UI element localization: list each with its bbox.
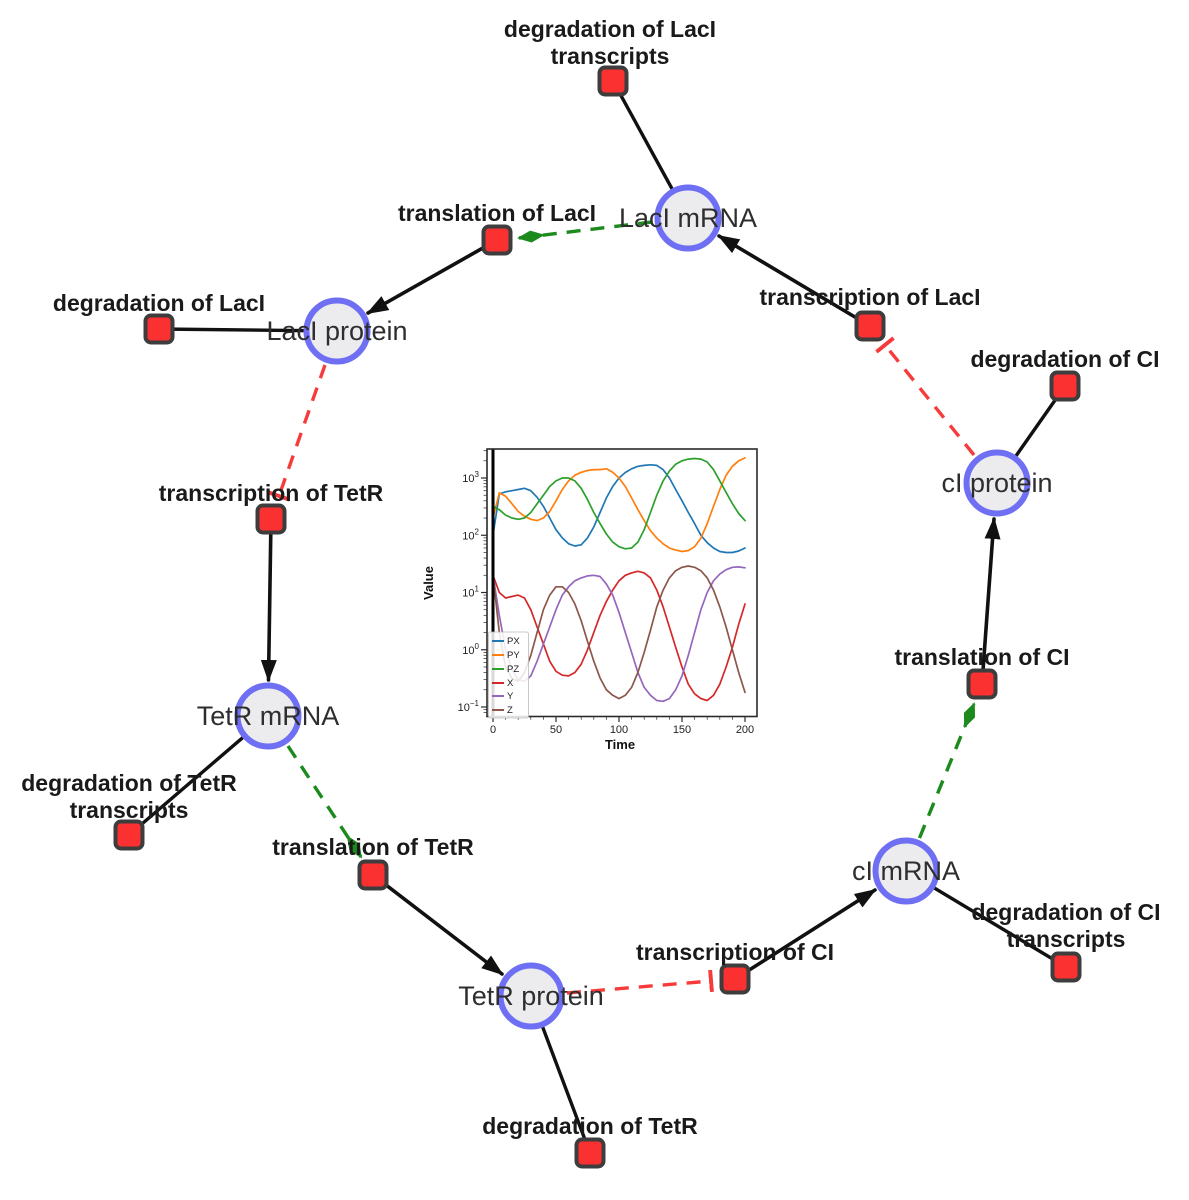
species-label-tetr-protein: TetR protein (458, 981, 604, 1011)
species-laci-protein[interactable] (303, 297, 371, 365)
x-tick-label-1: 50 (550, 724, 562, 736)
x-tick-label-4: 200 (736, 724, 754, 736)
edge-transcription-of-tetr-to-tetr-mrna (260, 517, 277, 682)
reaction-label-degradation-of-tetr-transcripts-line2: transcripts (70, 797, 189, 823)
legend-label-px: PX (507, 636, 520, 647)
species-tetr-mrna[interactable] (234, 682, 302, 750)
reaction-degradation-of-ci-transcripts[interactable] (1050, 951, 1082, 983)
edge-transcription-of-laci-to-laci-mrna (717, 234, 872, 328)
reaction-label-degradation-of-tetr-transcripts-line1: degradation of TetR (21, 770, 237, 796)
legend-label-py: PY (507, 650, 520, 661)
species-ci-mrna[interactable] (872, 837, 940, 905)
reaction-transcription-of-ci[interactable] (719, 963, 751, 995)
y-tick-label-2: 101 (462, 585, 479, 600)
reaction-label-degradation-of-laci-transcripts-line1: degradation of LacI (504, 16, 716, 42)
edge-translation-of-ci-to-ci-protein (980, 517, 1001, 686)
y-tick-label-1: 102 (462, 527, 479, 542)
reaction-label-transcription-of-ci: transcription of CI (636, 939, 834, 965)
y-tick-label-0: 103 (462, 470, 479, 485)
y-axis-label: Value (421, 566, 436, 600)
label-layer: LacI mRNA LacI protein cI protein TetR m… (21, 16, 1160, 1139)
reaction-label-translation-of-laci: translation of LacI (398, 200, 596, 226)
series-line-z (492, 565, 746, 700)
reaction-label-transcription-of-tetr: transcription of TetR (159, 480, 384, 506)
series-line-pz (492, 457, 746, 550)
series-line-x (492, 570, 746, 702)
edge-ci-mrna-to-translation-of-ci (917, 702, 976, 839)
y-tick-label-4: 10−1 (458, 699, 480, 714)
x-tick-label-2: 100 (610, 724, 628, 736)
chart-legend: PX PY PZ X Y Z (488, 631, 529, 719)
reaction-degradation-of-tetr[interactable] (574, 1137, 606, 1169)
reaction-label-transcription-of-laci: transcription of LacI (759, 284, 980, 310)
reaction-label-degradation-of-ci-transcripts-line2: transcripts (1007, 926, 1126, 952)
reaction-label-translation-of-tetr: translation of TetR (272, 834, 474, 860)
edge-translation-of-laci-to-laci-protein (366, 238, 499, 315)
time-series-inset-plot: 0 50 100 150 200 103 102 101 100 10−1 Ti… (421, 448, 758, 752)
reaction-label-degradation-of-ci: degradation of CI (970, 346, 1159, 372)
reaction-degradation-of-ci[interactable] (1049, 370, 1081, 402)
reaction-degradation-of-laci-transcripts[interactable] (597, 65, 629, 97)
species-node-layer (234, 184, 1031, 1030)
edge-laci-protein-inhibits-transcription-of-tetr (267, 364, 327, 502)
species-label-laci-protein: LacI protein (266, 316, 407, 346)
legend-label-x: X (507, 678, 514, 689)
species-ci-protein[interactable] (963, 449, 1031, 517)
reaction-transcription-of-laci[interactable] (854, 310, 886, 342)
reaction-label-degradation-of-laci: degradation of LacI (53, 290, 265, 316)
species-tetr-protein[interactable] (497, 962, 565, 1030)
reaction-label-degradation-of-laci-transcripts-line2: transcripts (551, 43, 670, 69)
chart-frame (486, 448, 758, 718)
reaction-label-degradation-of-tetr: degradation of TetR (482, 1113, 698, 1139)
species-label-ci-protein: cI protein (941, 468, 1052, 498)
species-label-ci-mrna: cI mRNA (852, 856, 960, 886)
legend-label-y: Y (507, 691, 514, 702)
series-line-y (492, 566, 746, 703)
reaction-translation-of-tetr[interactable] (357, 859, 389, 891)
y-tick-label-3: 100 (462, 642, 479, 657)
x-tick-label-0: 0 (490, 724, 496, 736)
chart-series-layer (491, 449, 746, 717)
x-axis-label: Time (605, 737, 635, 752)
x-tick-label-3: 150 (673, 724, 691, 736)
series-line-py (492, 457, 746, 553)
species-label-laci-mrna: LacI mRNA (619, 203, 757, 233)
reaction-label-degradation-of-ci-transcripts-line1: degradation of CI (971, 899, 1160, 925)
reaction-node-layer (113, 65, 1082, 1169)
reaction-degradation-of-laci[interactable] (143, 313, 175, 345)
edge-ci-protein-inhibits-transcription-of-laci (875, 336, 976, 457)
reaction-translation-of-laci[interactable] (481, 224, 513, 256)
legend-label-pz: PZ (507, 664, 519, 675)
species-label-tetr-mrna: TetR mRNA (197, 701, 340, 731)
edge-tetr-protein-inhibits-transcription-of-ci (566, 969, 714, 995)
edge-translation-of-tetr-to-tetr-protein (371, 873, 504, 976)
edge-transcription-of-ci-to-ci-mrna (733, 888, 877, 981)
legend-label-z: Z (507, 705, 513, 716)
species-laci-mrna[interactable] (654, 184, 722, 252)
reaction-degradation-of-tetr-transcripts[interactable] (113, 819, 145, 851)
reaction-transcription-of-tetr[interactable] (255, 503, 287, 535)
reaction-translation-of-ci[interactable] (966, 668, 998, 700)
reaction-label-translation-of-ci: translation of CI (894, 644, 1069, 670)
